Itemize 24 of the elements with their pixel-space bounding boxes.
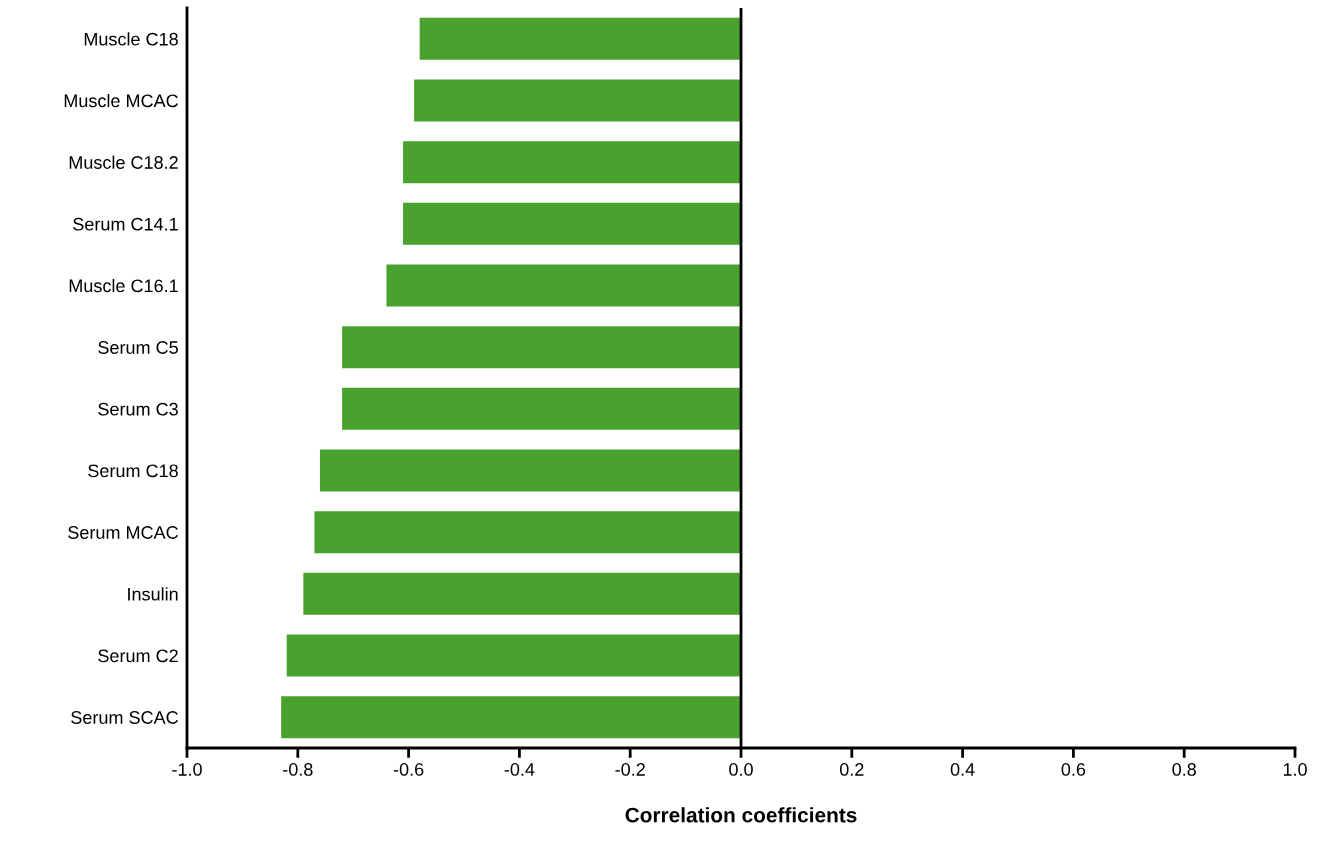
y-tick-label: Serum C2 — [98, 649, 178, 663]
x-axis-title: Correlation coefficients — [625, 807, 857, 823]
x-tick-label: -0.8 — [283, 763, 313, 776]
x-tick-label: -0.4 — [504, 763, 535, 776]
y-tick-label: Serum C5 — [98, 341, 178, 354]
y-tick-label: Serum C14.1 — [73, 217, 178, 231]
y-tick-label: Muscle C18 — [84, 32, 178, 46]
y-tick-label: Muscle C16.1 — [69, 278, 178, 293]
x-tick-label: -0.2 — [615, 763, 645, 776]
x-tick-label: 1.0 — [1283, 763, 1307, 776]
y-tick-label: Muscle MCAC — [64, 93, 178, 108]
x-tick-label: 0.6 — [1061, 763, 1086, 776]
x-tick-label: 0.0 — [729, 763, 753, 776]
y-tick-label: Serum C3 — [98, 402, 178, 416]
x-tick-label: 0.4 — [950, 763, 975, 776]
x-tick-label: -0.6 — [393, 763, 424, 776]
y-tick-label: Muscle C18.2 — [69, 155, 178, 169]
y-tick-label: Serum SCAC — [71, 711, 178, 724]
y-tick-label: Insulin — [128, 587, 178, 601]
x-tick-label: 0.2 — [839, 763, 864, 776]
y-tick-label: Serum MCAC — [68, 526, 178, 539]
x-tick-label: 0.8 — [1172, 763, 1196, 776]
y-tick-label: Serum C18 — [88, 464, 178, 478]
x-tick-label: -1.0 — [172, 763, 202, 776]
